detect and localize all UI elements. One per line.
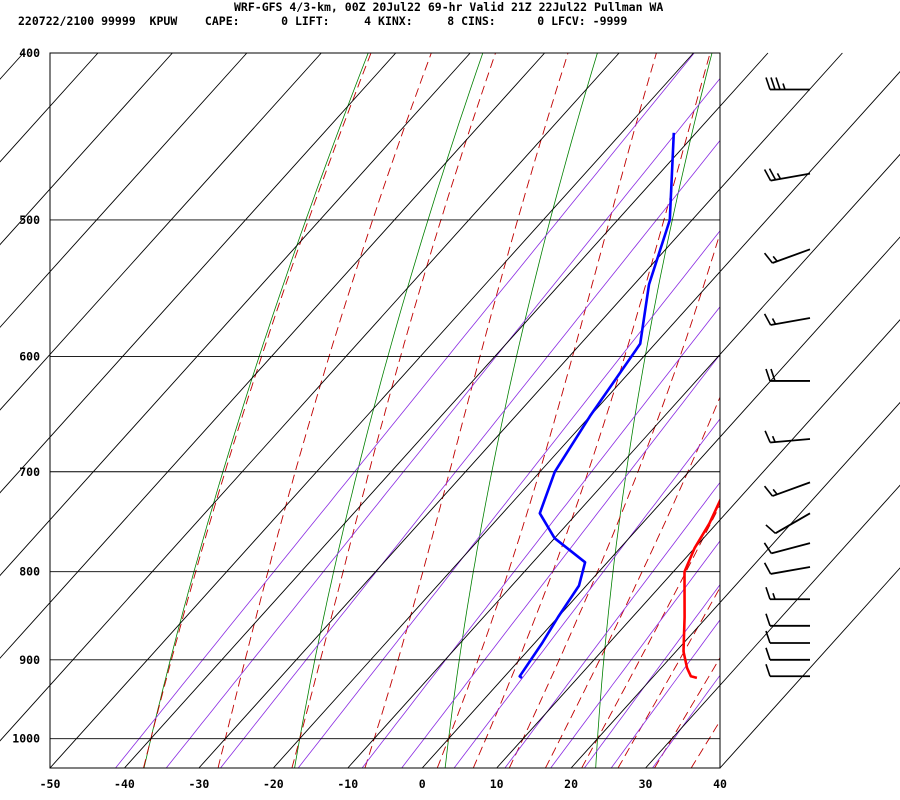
mixing-ratio-line [361, 306, 720, 768]
wind-barb [763, 542, 811, 555]
isotherm-line [496, 319, 900, 769]
header-indices: 220722/2100 99999 KPUW CAPE: 0 LIFT: 4 K… [18, 14, 628, 28]
isotherm-line [0, 52, 545, 659]
moist-adiabat-line [472, 53, 711, 768]
isotherm-line [0, 52, 248, 328]
x-tick-label: 10 [490, 777, 504, 791]
mixing-ratio-line [165, 77, 720, 768]
isotherm-line [719, 567, 900, 769]
moist-adiabat-line [728, 53, 900, 768]
x-tick-label: -50 [40, 777, 61, 791]
wind-barb [763, 313, 811, 326]
wind-barb [763, 481, 811, 497]
x-tick-label: -20 [263, 777, 284, 791]
dry-adiabat-line [294, 53, 484, 768]
wind-barb [765, 647, 810, 661]
moist-adiabat-line [291, 53, 496, 768]
moist-adiabat-line [617, 586, 720, 768]
dewpoint-profile [518, 132, 676, 679]
x-tick-label: -10 [337, 777, 358, 791]
dry-adiabat-line [595, 53, 713, 768]
wind-barb [765, 368, 810, 382]
y-tick-label: 600 [19, 349, 40, 363]
isotherm-line [0, 52, 620, 742]
dry-adiabat-line [143, 53, 369, 768]
plot-frame [49, 52, 721, 769]
x-tick-label: 20 [564, 777, 578, 791]
isotherm-line [0, 52, 322, 411]
wind-barb [765, 613, 810, 627]
moist-adiabat-line [765, 53, 900, 768]
isotherm-line [0, 52, 471, 577]
mixing-ratio-line [297, 230, 720, 768]
moist-adiabat-line [364, 53, 569, 768]
isotherm-line [421, 236, 900, 769]
wind-barb [765, 77, 810, 91]
isotherm-line [198, 52, 843, 769]
y-tick-label: 700 [19, 465, 40, 479]
wind-barb [764, 430, 811, 444]
moist-adiabat-line [581, 504, 720, 768]
mixing-ratio-line [453, 418, 720, 768]
mixing-ratio-line [401, 353, 720, 768]
x-tick-label: -30 [188, 777, 209, 791]
y-tick-label: 800 [19, 565, 40, 579]
isotherm-line [0, 52, 99, 163]
mixing-ratio-line [115, 53, 695, 768]
isotherm-line [0, 52, 397, 494]
moist-adiabat-line [217, 53, 432, 768]
x-tick-label: 30 [639, 777, 653, 791]
wind-barb [765, 512, 811, 535]
mixing-ratio-line [504, 481, 720, 768]
dry-adiabat-line [746, 53, 826, 768]
y-tick-label: 400 [19, 46, 40, 60]
moist-adiabat-line [508, 231, 720, 768]
mixing-ratio-line [220, 139, 720, 768]
wind-barb [765, 664, 810, 678]
x-tick-label: -40 [114, 777, 135, 791]
isotherm-line [570, 401, 900, 769]
y-tick-label: 900 [19, 653, 40, 667]
isotherm-line [49, 52, 694, 769]
wind-barb [763, 562, 811, 575]
y-tick-label: 1000 [12, 732, 40, 746]
wind-barb [765, 630, 810, 644]
moist-adiabat-line [654, 656, 720, 768]
isotherm-line [0, 52, 173, 246]
x-tick-label: 40 [713, 777, 727, 791]
y-tick-label: 500 [19, 213, 40, 227]
wind-barb [763, 248, 811, 264]
isotherm-line [645, 484, 900, 769]
moist-adiabat-line [690, 720, 720, 768]
header-title: WRF-GFS 4/3-km, 00Z 20Jul22 69-hr Valid … [234, 0, 664, 14]
temperature-profile [682, 497, 720, 680]
moist-adiabat-line [545, 395, 720, 768]
moist-adiabat-line [143, 53, 372, 768]
wind-barb [763, 168, 811, 182]
dry-adiabat-line [444, 53, 598, 768]
x-tick-label: 0 [419, 777, 426, 791]
moist-adiabat-line [436, 53, 657, 768]
isotherm-line [124, 52, 769, 769]
mixing-ratio-line [610, 619, 720, 768]
mixing-ratio-line [550, 540, 720, 768]
isotherm-line [347, 153, 900, 769]
mixing-ratio-line [652, 674, 720, 768]
isotherm-line [272, 71, 900, 769]
wind-barb [765, 586, 810, 601]
